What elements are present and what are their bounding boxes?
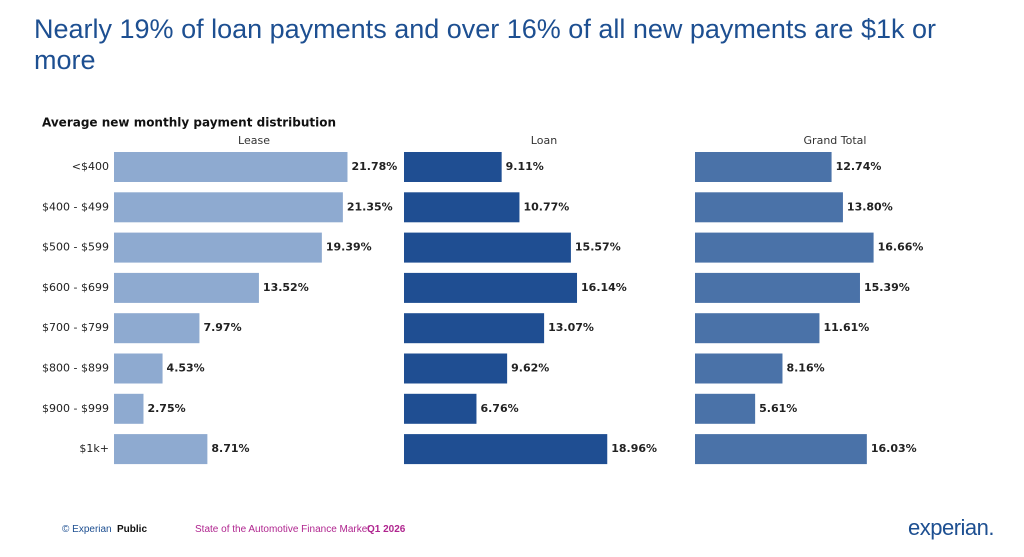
bar <box>114 272 259 303</box>
value-label: 8.16% <box>786 362 824 375</box>
panel-header: Grand Total <box>804 134 867 147</box>
headline: Nearly 19% of loan payments and over 16%… <box>34 14 936 75</box>
category-label: <$400 <box>72 160 109 173</box>
bar <box>695 393 756 424</box>
value-label: 13.80% <box>847 200 893 213</box>
value-label: 13.52% <box>263 281 309 294</box>
value-label: 16.66% <box>878 241 924 254</box>
bar <box>695 232 874 263</box>
value-label: 11.61% <box>823 321 869 334</box>
value-label: 5.61% <box>759 402 797 415</box>
bar <box>695 272 860 303</box>
value-label: 19.39% <box>326 241 372 254</box>
logo: experian. <box>907 515 995 540</box>
category-label: $1k+ <box>79 442 109 455</box>
category-label: $700 - $799 <box>42 321 109 334</box>
bar <box>114 152 348 182</box>
bar <box>404 232 571 263</box>
bar <box>695 353 783 384</box>
category-label: $800 - $899 <box>42 362 109 375</box>
value-label: 4.53% <box>167 362 205 375</box>
value-label: 16.14% <box>581 281 627 294</box>
bar <box>695 192 843 223</box>
value-label: 6.76% <box>480 402 518 415</box>
bar <box>114 192 343 223</box>
bar <box>114 353 163 384</box>
bar <box>404 313 545 344</box>
panel-header: Loan <box>531 134 557 147</box>
category-label: $600 - $699 <box>42 281 109 294</box>
value-label: 21.35% <box>347 200 393 213</box>
panel-header: Lease <box>238 134 270 147</box>
value-label: 12.74% <box>836 160 882 173</box>
value-label: 18.96% <box>611 442 657 455</box>
bar <box>114 434 208 465</box>
bar <box>114 393 144 424</box>
bar <box>114 313 200 344</box>
bar <box>404 434 608 465</box>
copyright: © Experian <box>62 524 112 535</box>
report-name: State of the Automotive Finance Market <box>195 524 371 535</box>
classification: Public <box>117 524 148 535</box>
value-label: 8.71% <box>211 442 249 455</box>
bar <box>695 434 867 465</box>
value-label: 10.77% <box>523 200 569 213</box>
value-label: 9.11% <box>506 160 544 173</box>
chart-title: Average new monthly payment distribution <box>42 116 336 130</box>
value-label: 2.75% <box>147 402 185 415</box>
bar <box>114 232 322 263</box>
bar <box>404 393 477 424</box>
category-label: $400 - $499 <box>42 200 109 213</box>
value-label: 7.97% <box>203 321 241 334</box>
bar <box>695 152 832 182</box>
value-label: 13.07% <box>548 321 594 334</box>
category-label: $500 - $599 <box>42 241 109 254</box>
bar <box>404 353 508 384</box>
value-label: 15.57% <box>575 241 621 254</box>
bar <box>695 313 820 344</box>
bar <box>404 272 578 303</box>
bar <box>404 152 502 182</box>
category-label: $900 - $999 <box>42 402 109 415</box>
value-label: 15.39% <box>864 281 910 294</box>
value-label: 9.62% <box>511 362 549 375</box>
value-label: 21.78% <box>351 160 397 173</box>
value-label: 16.03% <box>871 442 917 455</box>
report-period: Q1 2026 <box>367 524 406 535</box>
bar <box>404 192 520 223</box>
